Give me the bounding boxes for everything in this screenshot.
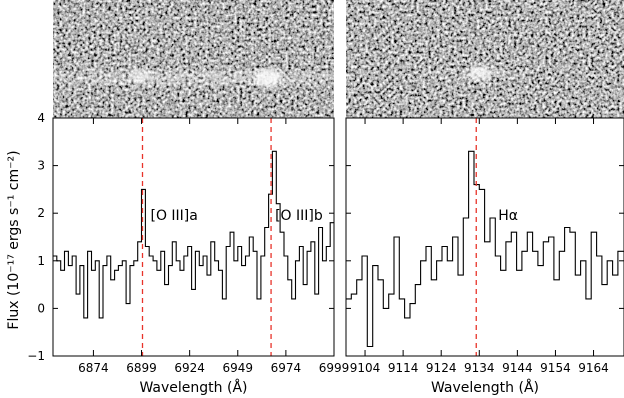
oiii-spectrum-panel: [O III]a [O III]b 6874 6899 6924 6949 6974 6999… bbox=[27, 111, 349, 396]
x-tick-label: 6899 bbox=[126, 361, 157, 375]
x-tick-label: 9154 bbox=[540, 361, 571, 375]
x-tick-label: 9104 bbox=[350, 361, 381, 375]
y-axis-label: Flux (10⁻¹⁷ ergs s⁻¹ cm⁻²) bbox=[6, 150, 22, 329]
x-tick-label: 9144 bbox=[502, 361, 533, 375]
x-tick-label: 6924 bbox=[174, 361, 205, 375]
x-tick-label: 6974 bbox=[271, 361, 302, 375]
emission-line-label: [O III]a bbox=[150, 208, 197, 224]
emission-line-label: [O III]b bbox=[275, 208, 323, 224]
x-tick-label: 9114 bbox=[388, 361, 419, 375]
y-tick-label: 4 bbox=[37, 111, 45, 125]
x-axis-label: Wavelength (Å) bbox=[431, 379, 539, 396]
spectrum-image-right bbox=[346, 0, 624, 118]
halpha-spectrum-panel: Hα 9104 9114 9124 9134 9144 9154 9164 Wavelength… bbox=[345, 117, 624, 396]
x-tick-label: 9134 bbox=[464, 361, 495, 375]
emission-line-label: Hα bbox=[498, 208, 518, 224]
x-tick-label: 9124 bbox=[426, 361, 457, 375]
y-tick-label: 0 bbox=[37, 301, 45, 315]
flux-step-line bbox=[346, 150, 624, 348]
y-tick-label: 1 bbox=[37, 254, 45, 268]
spectrum-image-left bbox=[53, 0, 334, 118]
plot-frame bbox=[345, 117, 624, 357]
y-tick-label: −1 bbox=[27, 349, 45, 363]
x-axis-label: Wavelength (Å) bbox=[139, 379, 247, 396]
x-tick-label: 6874 bbox=[78, 361, 109, 375]
y-tick-label: 3 bbox=[37, 159, 45, 173]
plot-frame bbox=[52, 117, 335, 357]
flux-step-line bbox=[53, 150, 334, 319]
x-tick-label: 6949 bbox=[222, 361, 253, 375]
x-tick-label: 6999 bbox=[319, 361, 350, 375]
y-tick-label: 2 bbox=[37, 206, 45, 220]
x-tick-label: 9164 bbox=[578, 361, 609, 375]
